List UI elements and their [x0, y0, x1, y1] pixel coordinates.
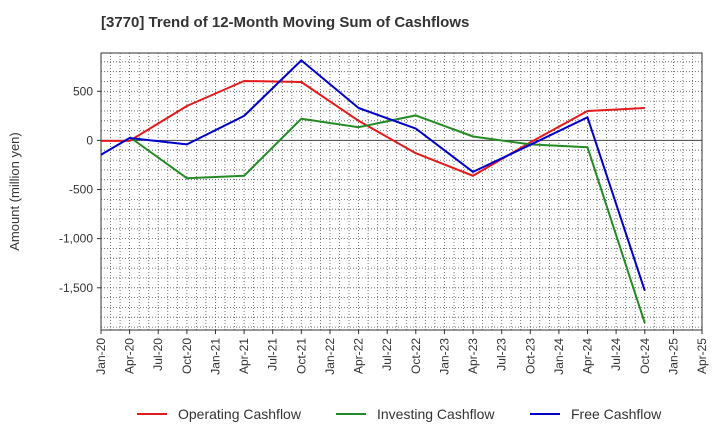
x-tick-label: Oct-24: [638, 338, 652, 374]
y-axis-label: Amount (million yen): [7, 132, 22, 251]
x-tick-label: Jul-22: [380, 338, 394, 371]
x-tick-label: Jan-20: [94, 338, 108, 375]
x-tick-label: Jan-21: [209, 338, 223, 375]
legend-label: Investing Cashflow: [377, 406, 495, 422]
y-tick-label: -500: [69, 183, 93, 197]
x-tick-label: Jan-22: [323, 338, 337, 375]
y-tick-label: -1,500: [59, 281, 93, 295]
x-tick-label: Oct-20: [180, 338, 194, 374]
x-tick-label: Jan-23: [437, 338, 451, 375]
x-tick-label: Jul-24: [609, 338, 623, 371]
x-tick-label: Apr-23: [466, 338, 480, 374]
legend-label: Operating Cashflow: [178, 406, 302, 422]
grid-lines: [101, 53, 702, 330]
legend-label: Free Cashflow: [571, 406, 662, 422]
x-tick-label: Jul-20: [151, 338, 165, 371]
x-tick-label: Jan-24: [552, 338, 566, 375]
x-tick-label: Apr-24: [581, 338, 595, 374]
x-tick-label: Jul-21: [266, 338, 280, 371]
x-tick-label: Apr-22: [352, 338, 366, 374]
x-tick-label: Apr-25: [695, 338, 709, 374]
legend-item-investing-cashflow: Investing Cashflow: [336, 406, 495, 422]
x-tick-label: Jul-23: [495, 338, 509, 371]
investing-cashflow-line: [129, 114, 646, 324]
chart-title: [3770] Trend of 12-Month Moving Sum of C…: [101, 14, 470, 31]
legend-item-operating-cashflow: Operating Cashflow: [137, 406, 302, 422]
x-tick-label: Oct-22: [409, 338, 423, 374]
x-tick-label: Oct-21: [294, 338, 308, 374]
y-tick-label: 0: [86, 133, 93, 147]
plot-frame: [100, 52, 703, 331]
x-tick-label: Apr-21: [237, 338, 251, 374]
x-tick-label: Jan-25: [666, 338, 680, 375]
x-tick-label: Apr-20: [123, 338, 137, 374]
y-tick-label: 500: [73, 84, 93, 98]
y-tick-label: -1,000: [59, 232, 93, 246]
x-tick-label: Oct-23: [523, 338, 537, 374]
legend-item-free-cashflow: Free Cashflow: [530, 406, 662, 422]
